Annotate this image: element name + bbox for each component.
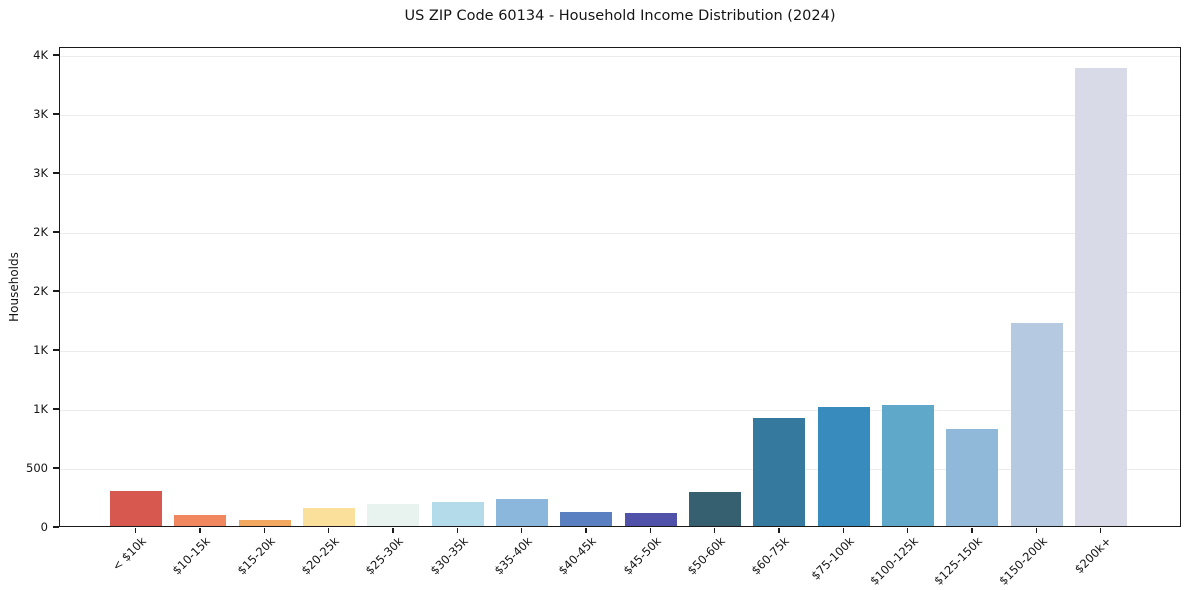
- bar: [881, 405, 934, 526]
- x-tick-label: $60-75k: [748, 534, 793, 578]
- y-tick-label: 1K: [33, 402, 48, 416]
- bar: [495, 499, 548, 526]
- x-tick-label: $200k+: [1071, 534, 1114, 577]
- x-tick-label: $30-35k: [427, 534, 471, 578]
- x-tick-mark: [392, 528, 394, 533]
- x-tick-mark: [778, 528, 780, 533]
- y-tick-mark: [53, 349, 59, 351]
- bar: [624, 513, 677, 526]
- x-tick-label: $10-15k: [169, 534, 214, 578]
- x-tick-mark: [585, 528, 587, 533]
- bar: [817, 406, 870, 526]
- bar: [753, 418, 806, 526]
- bar: [946, 428, 999, 526]
- chart-title: US ZIP Code 60134 - Household Income Dis…: [404, 8, 836, 24]
- x-tick-mark: [649, 528, 651, 533]
- bar: [688, 491, 741, 526]
- x-tick-mark: [1099, 528, 1102, 533]
- x-tick-mark: [263, 528, 265, 533]
- y-tick-label: 4K: [33, 48, 48, 62]
- x-tick-label: $50-60k: [684, 534, 728, 578]
- gridline: [60, 469, 1180, 470]
- bar: [1010, 323, 1063, 526]
- x-tick-label: $40-45k: [555, 534, 600, 578]
- x-tick-mark: [456, 528, 458, 533]
- x-tick-label: $150-200k: [995, 534, 1050, 588]
- y-tick-mark: [53, 526, 59, 528]
- x-tick-mark: [906, 528, 909, 533]
- bar: [367, 503, 420, 526]
- x-tick-mark: [1035, 528, 1037, 533]
- x-tick-label: < $10k: [109, 534, 149, 574]
- gridline: [60, 410, 1180, 411]
- y-tick-label: 500: [26, 461, 48, 475]
- gridline: [60, 56, 1180, 57]
- y-tick-mark: [53, 54, 59, 56]
- y-tick-mark: [53, 172, 59, 174]
- x-tick-label: $15-20k: [234, 534, 278, 578]
- y-tick-label: 0: [40, 520, 48, 534]
- x-tick-mark: [713, 528, 716, 533]
- x-tick-mark: [842, 528, 844, 533]
- y-tick-label: 1K: [33, 343, 48, 357]
- bar: [560, 511, 613, 526]
- x-tick-label: $125-150k: [931, 534, 986, 588]
- bar: [1074, 68, 1127, 526]
- x-tick-mark: [520, 528, 523, 533]
- x-tick-label: $75-100k: [807, 534, 857, 583]
- bar: [174, 515, 227, 526]
- bar: [302, 508, 355, 526]
- y-tick-label: 3K: [33, 166, 48, 180]
- x-tick-mark: [199, 528, 201, 533]
- bar: [110, 491, 162, 526]
- gridline: [60, 115, 1180, 116]
- y-tick-label: 2K: [33, 284, 48, 298]
- bar: [431, 501, 484, 526]
- gridline: [60, 351, 1180, 352]
- x-tick-mark: [971, 528, 973, 533]
- y-tick-mark: [53, 231, 59, 233]
- y-tick-label: 3K: [33, 107, 48, 121]
- x-tick-label: $20-25k: [298, 534, 342, 578]
- x-tick-label: $35-40k: [491, 534, 535, 578]
- y-tick-mark: [53, 113, 59, 115]
- x-tick-label: $45-50k: [620, 534, 664, 578]
- gridline: [60, 174, 1180, 175]
- x-tick-mark: [327, 528, 330, 533]
- x-tick-label: $100-125k: [867, 534, 921, 588]
- y-tick-mark: [53, 408, 59, 410]
- gridline: [60, 292, 1180, 293]
- y-tick-mark: [53, 467, 59, 469]
- plot-area: [59, 47, 1181, 527]
- y-tick-label: 2K: [33, 225, 48, 239]
- x-tick-label: $25-30k: [362, 534, 407, 578]
- bar: [238, 519, 291, 526]
- x-tick-mark: [135, 528, 137, 533]
- gridline: [60, 233, 1180, 234]
- y-tick-mark: [53, 290, 59, 292]
